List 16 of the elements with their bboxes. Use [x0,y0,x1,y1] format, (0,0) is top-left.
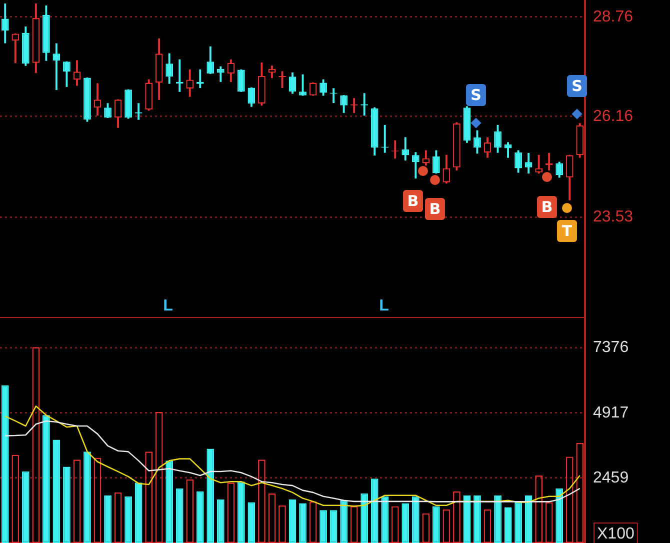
y-tick-label: 23.53 [593,208,634,226]
annotation: B [541,198,553,216]
annotation: L [379,297,390,314]
annotation: T [562,222,573,240]
y-tick-label: 2459 [593,469,629,486]
annotation: S [572,76,582,95]
annotation: B [407,192,419,210]
annotation: L [163,297,174,314]
text: X100 [597,525,634,542]
y-tick-label: 26.16 [593,108,634,125]
annotation: B [429,200,441,218]
annotation: S [470,86,482,104]
y-tick-label: 28.76 [593,8,634,26]
y-tick-label: 7376 [593,339,629,356]
candlestick [176,59,184,92]
y-tick-label: 4917 [593,404,629,422]
